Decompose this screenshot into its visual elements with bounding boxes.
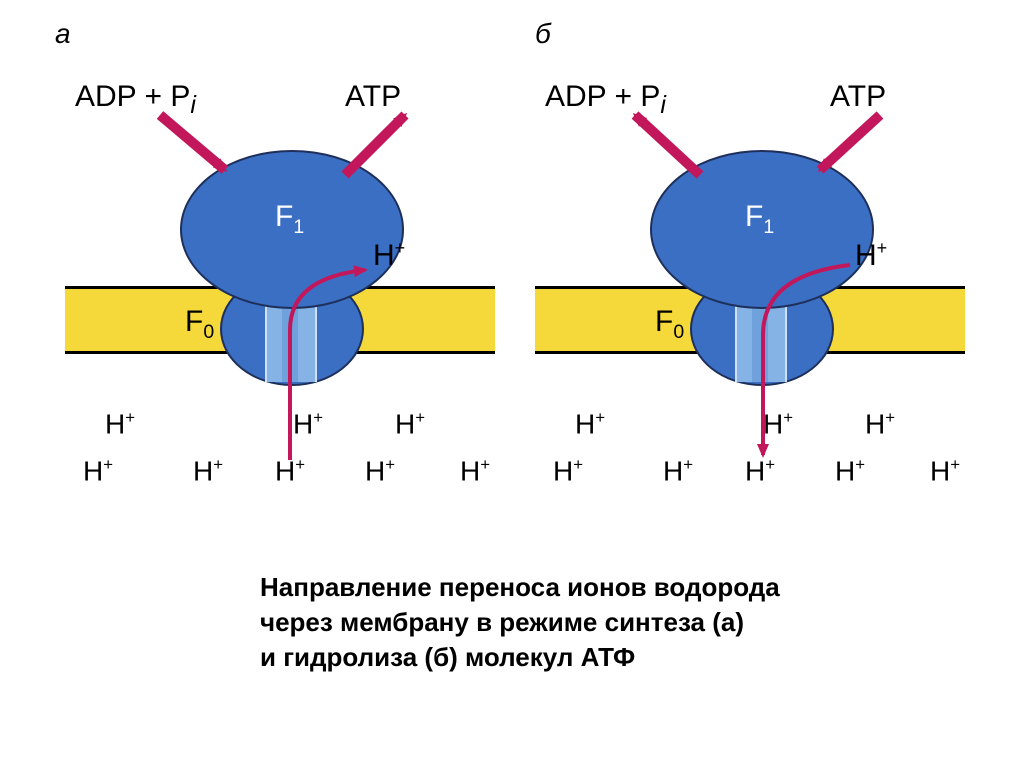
hplus-ion: H+ bbox=[83, 455, 113, 487]
hplus-ion: H+ bbox=[193, 455, 223, 487]
hplus-enter-label-b: H+ bbox=[855, 238, 887, 273]
diagram-canvas: а б F1 F0 ADP + Pi ATP H+ bbox=[0, 0, 1024, 768]
caption-line: через мембрану в режиме синтеза (а) bbox=[260, 605, 880, 640]
hplus-ion: H+ bbox=[865, 408, 895, 440]
hplus-ion: H+ bbox=[575, 408, 605, 440]
atp-label-a: ATP bbox=[345, 80, 401, 114]
hplus-ion: H+ bbox=[365, 455, 395, 487]
hplus-ion: H+ bbox=[930, 455, 960, 487]
panel-a-letter: а bbox=[55, 18, 71, 50]
f1-label-a: F1 bbox=[275, 200, 304, 239]
hplus-exit-label-a: H+ bbox=[373, 238, 405, 273]
f1-label-b: F1 bbox=[745, 200, 774, 239]
adp-label-b: ADP + Pi bbox=[545, 80, 666, 120]
f0-label-a: F0 bbox=[185, 305, 214, 344]
hplus-ion: H+ bbox=[663, 455, 693, 487]
adp-label-a: ADP + Pi bbox=[75, 80, 196, 120]
hplus-ion: H+ bbox=[745, 455, 775, 487]
caption: Направление переноса ионов водорода чере… bbox=[260, 570, 880, 675]
caption-line: и гидролиза (б) молекул АТФ bbox=[260, 640, 880, 675]
caption-line: Направление переноса ионов водорода bbox=[260, 570, 880, 605]
hplus-ion: H+ bbox=[105, 408, 135, 440]
panel-b: F1 F0 ADP + Pi ATP H+ H+ H+ bbox=[535, 60, 965, 480]
hplus-ion: H+ bbox=[395, 408, 425, 440]
f0-label-b: F0 bbox=[655, 305, 684, 344]
hplus-ion: H+ bbox=[293, 408, 323, 440]
hplus-ion: H+ bbox=[460, 455, 490, 487]
panel-b-letter: б bbox=[535, 18, 551, 50]
panel-a: F1 F0 ADP + Pi ATP H+ bbox=[65, 60, 495, 480]
atp-label-b: ATP bbox=[830, 80, 886, 114]
hplus-ion: H+ bbox=[835, 455, 865, 487]
hplus-ion: H+ bbox=[275, 455, 305, 487]
hplus-ion: H+ bbox=[763, 408, 793, 440]
hplus-ion: H+ bbox=[553, 455, 583, 487]
